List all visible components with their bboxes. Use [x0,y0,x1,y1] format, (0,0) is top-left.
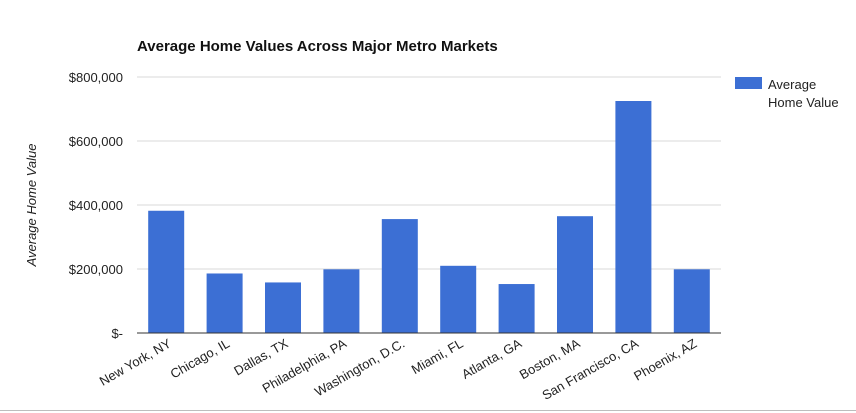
legend: Average Home Value [735,77,839,110]
bar [381,219,418,333]
legend-swatch [735,77,762,89]
y-axis-label: Average Home Value [24,144,39,268]
y-axis-ticks: $- $200,000 $400,000 $600,000 $800,000 [69,70,123,341]
y-tick-label: $400,000 [69,198,123,213]
bar [265,282,301,333]
x-tick-label: New York, NY [97,335,174,388]
bar [498,284,535,333]
x-tick-label: San Francisco, CA [540,335,642,402]
y-tick-label: $600,000 [69,134,123,149]
y-tick-label: $200,000 [69,262,123,277]
x-tick-label: Miami, FL [409,336,466,378]
bar [673,269,710,333]
x-tick-label: Phoenix, AZ [631,336,699,384]
legend-label-line-2: Home Value [768,95,839,110]
bar [148,210,185,333]
y-tick-label: $- [111,326,123,341]
chart-title: Average Home Values Across Major Metro M… [137,38,498,55]
bar [323,269,360,333]
bar [615,101,652,333]
x-tick-label: Atlanta, GA [459,335,524,381]
bars [148,101,710,333]
bar [440,265,477,333]
bottom-rule [0,410,856,411]
legend-label-line-1: Average [768,77,816,92]
bar [557,216,593,333]
y-tick-label: $800,000 [69,70,123,85]
bar [206,273,243,333]
x-tick-label: Chicago, IL [168,336,232,382]
